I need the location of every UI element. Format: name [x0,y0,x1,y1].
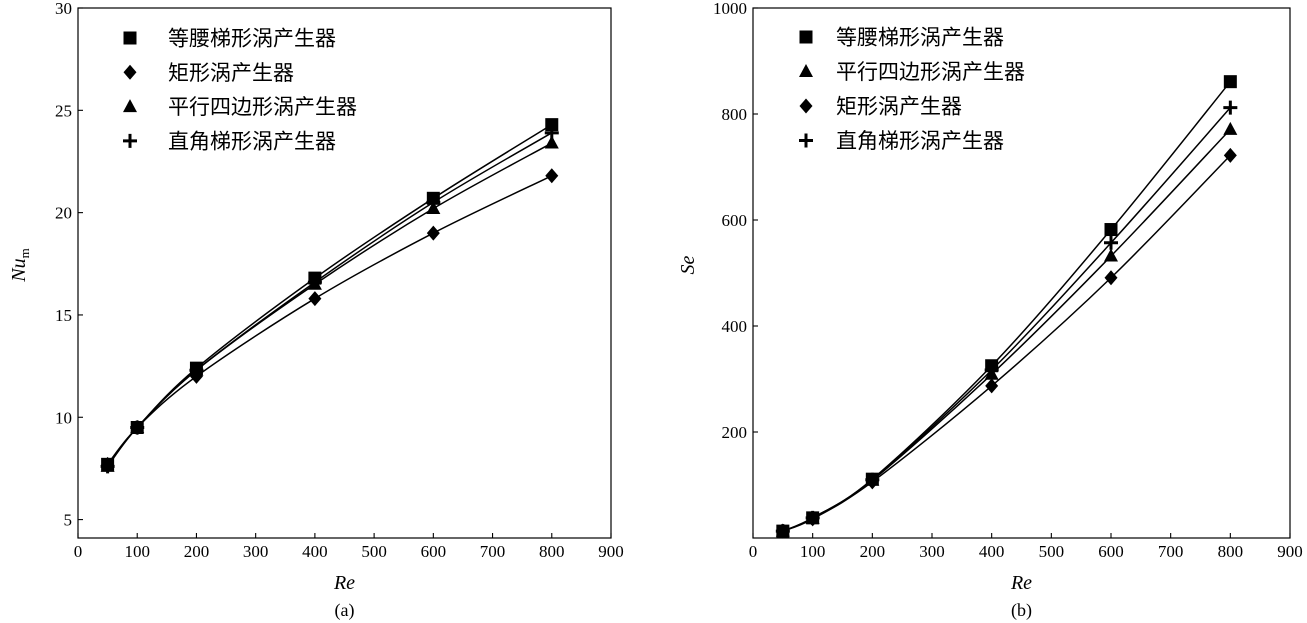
data-point-diamond [1223,147,1237,163]
data-point-diamond [1104,270,1118,286]
x-tick-label: 400 [979,542,1005,561]
plot-frame [752,7,1291,539]
legend-marker-diamond [123,64,137,80]
x-tick-label: 200 [860,542,886,561]
x-tick-label: 900 [598,542,624,561]
y-axis-label: Num [8,248,32,282]
data-point-diamond [308,291,322,307]
legend-label: 等腰梯形涡产生器 [168,27,336,51]
legend-label: 平行四边形涡产生器 [168,95,357,119]
data-point-triangle [1104,248,1118,262]
y-tick-label: 600 [722,211,748,230]
x-tick-label: 100 [800,542,826,561]
legend-item: 平行四边形涡产生器 [799,60,1025,84]
legend-marker-plus [799,133,813,148]
data-point-diamond [426,225,440,241]
legend-item: 等腰梯形涡产生器 [123,27,336,51]
y-tick-label: 15 [55,306,72,325]
legend-marker-square [123,31,137,45]
y-axis-label: Se [677,255,699,274]
data-point-diamond [545,168,559,184]
data-point-plus [307,275,322,290]
panel-caption: (b) [1011,600,1032,621]
legend-item: 等腰梯形涡产生器 [799,26,1004,50]
legend-label: 平行四边形涡产生器 [836,60,1025,84]
y-tick-label: 20 [55,204,72,223]
x-tick-label: 600 [1098,542,1124,561]
legend-item: 矩形涡产生器 [123,61,294,85]
data-point-plus [1104,235,1118,250]
y-tick-label: 5 [64,511,73,530]
legend-label: 矩形涡产生器 [836,95,962,119]
y-tick-label: 1000 [713,0,747,18]
x-tick-label: 800 [1218,542,1244,561]
x-tick-label: 0 [749,542,758,561]
x-tick-label: 900 [1277,542,1303,561]
y-axis-label-text: Se [677,255,699,274]
data-point-plus [426,195,441,210]
legend-marker-triangle [123,99,137,113]
legend-item: 直角梯形涡产生器 [123,129,336,153]
y-axis-label-subscript: m [17,248,32,258]
data-point-square [1223,75,1237,89]
legend-marker-triangle [799,64,813,77]
x-tick-label: 600 [421,542,447,561]
y-tick-label: 25 [55,101,72,120]
legend-marker-diamond [799,98,813,114]
data-point-plus [100,459,115,474]
x-tick-label: 700 [480,542,506,561]
x-tick-label: 800 [539,542,565,561]
data-point-diamond [985,378,999,394]
data-point-triangle [544,135,559,149]
x-tick-label: 500 [361,542,387,561]
data-point-triangle [1223,121,1238,135]
legend-item: 矩形涡产生器 [799,95,962,119]
data-point-plus [544,125,559,140]
x-tick-label: 400 [302,542,328,561]
data-point-plus [865,472,880,487]
plot-frame [77,7,612,539]
x-tick-label: 100 [124,542,150,561]
data-point-plus [130,420,145,435]
legend-marker-plus [123,133,137,148]
x-tick-label: 200 [184,542,210,561]
legend-item: 直角梯形涡产生器 [799,129,1004,153]
data-point-square [1104,223,1118,237]
data-point-plus [1223,100,1238,115]
x-axis-label: Re [1010,572,1032,594]
x-tick-label: 300 [243,542,269,561]
panel-caption: (a) [335,600,355,621]
y-tick-label: 10 [55,408,72,427]
legend-label: 等腰梯形涡产生器 [836,26,1004,50]
x-tick-label: 0 [74,542,83,561]
legend-marker-square [799,30,813,44]
legend-label: 矩形涡产生器 [168,61,294,85]
x-axis-label: Re [333,572,355,594]
data-point-square [545,118,559,132]
y-tick-label: 30 [55,0,72,18]
y-tick-label: 400 [722,317,748,336]
data-point-plus [775,524,790,539]
x-tick-label: 700 [1158,542,1184,561]
y-tick-label: 200 [722,423,748,442]
y-tick-label: 800 [722,105,748,124]
legend-label: 直角梯形涡产生器 [836,129,1004,153]
legend-label: 直角梯形涡产生器 [168,129,336,153]
data-point-plus [805,510,820,525]
panel-b-se-chart: 0 100 200 300 400 500 600 700 800 900 200 400 600 800… [677,0,1303,621]
x-tick-label: 300 [919,542,945,561]
data-point-plus [984,362,999,377]
panel-a-nusselt-chart: 0 100 200 300 400 500 600 700 800 900 5 10 15 20 25 30 R… [8,0,624,621]
x-tick-label: 500 [1039,542,1065,561]
legend-item: 平行四边形涡产生器 [123,95,357,119]
data-point-plus [189,363,204,378]
y-axis-label-text: Nu [8,258,30,282]
